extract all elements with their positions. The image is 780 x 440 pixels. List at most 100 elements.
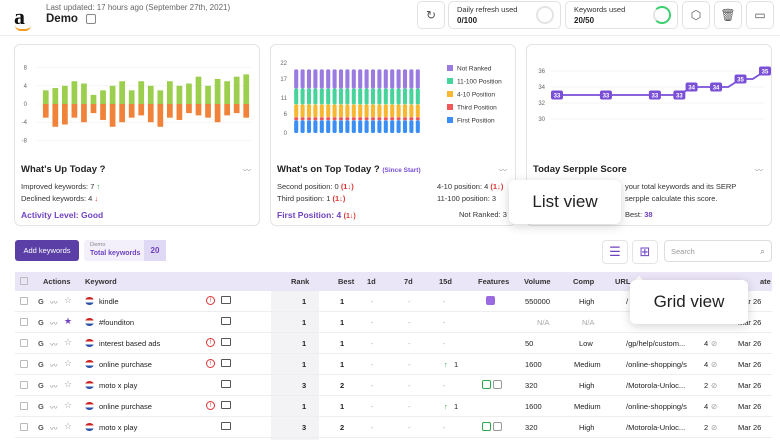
- table-row[interactable]: G 〰 ★ #founditon 1 1 - - - N/A N/A Mar 26: [15, 312, 772, 333]
- keyword-text[interactable]: interest based ads: [99, 339, 161, 348]
- table-row[interactable]: G 〰 ☆ online purchase! 1 1 - - ↑ 1 1600 Medium/onli…: [15, 354, 772, 375]
- trend-icon[interactable]: 〰: [243, 166, 251, 175]
- table-row[interactable]: G 〰 ☆ online purchase! 1 1 - - ↑ 1 1600 Medium/onli…: [15, 396, 772, 417]
- table-row[interactable]: G 〰 ☆ moto x play 3 2 - - - 320 High/Motorola-Unlo…: [15, 375, 772, 396]
- dollar-feature-icon[interactable]: [482, 380, 491, 389]
- keyword-tag-filter[interactable]: Demo Total keywords 20: [84, 240, 166, 261]
- star-icon[interactable]: ★: [64, 316, 73, 326]
- ranking-url[interactable]: /Motorola-Unloc...: [626, 423, 686, 432]
- us-flag-icon: [85, 339, 94, 347]
- info-icon[interactable]: !: [206, 359, 215, 368]
- declined-bar: [81, 104, 87, 123]
- google-icon[interactable]: G: [38, 381, 44, 390]
- dollar-feature-icon[interactable]: [482, 422, 491, 431]
- table-row[interactable]: G 〰 ☆ moto x play 3 2 - - - 320 High/Motorola-Unlo…: [15, 417, 772, 438]
- refresh-button[interactable]: ↻: [417, 1, 445, 29]
- star-icon[interactable]: ☆: [64, 337, 73, 347]
- google-icon[interactable]: G: [38, 423, 44, 432]
- ranking-url[interactable]: /: [626, 297, 629, 306]
- col-7d[interactable]: 7d: [404, 277, 413, 286]
- date-value: Mar 26: [738, 402, 762, 411]
- stack-segment: [306, 88, 312, 105]
- col-comp[interactable]: Comp: [573, 277, 595, 286]
- link-icon[interactable]: ⊘: [711, 381, 718, 390]
- trend-icon[interactable]: 〰: [50, 298, 58, 307]
- keyword-text[interactable]: online purchase: [99, 402, 152, 411]
- search-input[interactable]: Search ⌕: [664, 240, 772, 262]
- row-checkbox[interactable]: [20, 318, 28, 326]
- link-icon[interactable]: ⊘: [711, 423, 718, 432]
- trend-icon[interactable]: 〰: [50, 424, 58, 433]
- ranking-url[interactable]: /gp/help/custom...: [626, 339, 686, 348]
- image-feature-icon[interactable]: [493, 422, 502, 431]
- star-icon[interactable]: ☆: [64, 295, 73, 305]
- folder-button[interactable]: ▭: [746, 1, 774, 29]
- keyword-text[interactable]: online purchase: [99, 360, 152, 369]
- select-all-checkbox[interactable]: [20, 277, 28, 285]
- col-rank[interactable]: Rank: [291, 277, 310, 286]
- star-icon[interactable]: ☆: [64, 400, 73, 410]
- col-keyword[interactable]: Keyword: [85, 277, 117, 286]
- keyword-text[interactable]: #founditon: [99, 318, 135, 327]
- trend-icon[interactable]: 〰: [755, 166, 763, 175]
- stack-segment: [345, 104, 350, 118]
- col-15d[interactable]: 15d: [439, 277, 452, 286]
- row-checkbox[interactable]: [20, 360, 28, 368]
- best-value: 1: [340, 360, 345, 369]
- list-view-button[interactable]: ☰: [602, 240, 628, 264]
- google-icon[interactable]: G: [38, 318, 44, 327]
- edit-icon[interactable]: [86, 14, 96, 24]
- trend-icon[interactable]: 〰: [50, 361, 58, 370]
- stack-segment: [409, 88, 414, 105]
- trend-icon[interactable]: 〰: [50, 403, 58, 412]
- star-icon[interactable]: ☆: [64, 379, 73, 389]
- trend-icon[interactable]: 〰: [499, 166, 507, 175]
- trend-icon[interactable]: 〰: [50, 382, 58, 391]
- add-keywords-button[interactable]: Add keywords: [15, 240, 79, 261]
- google-icon[interactable]: G: [38, 297, 44, 306]
- google-icon[interactable]: G: [38, 402, 44, 411]
- ranking-url[interactable]: /online-shopping/s: [626, 402, 687, 411]
- row-checkbox[interactable]: [20, 402, 28, 410]
- trend-icon[interactable]: 〰: [50, 319, 58, 328]
- link-icon[interactable]: ⊘: [711, 402, 718, 411]
- refresh-icon: ↻: [425, 8, 437, 22]
- keyword-text[interactable]: moto x play: [99, 423, 138, 432]
- delete-button[interactable]: 🗑: [714, 1, 742, 29]
- col-date[interactable]: ate: [760, 277, 771, 286]
- row-checkbox[interactable]: [20, 339, 28, 347]
- table-row[interactable]: G 〰 ☆ interest based ads! 1 1 - - - 50 Low/gp/help…: [15, 333, 772, 354]
- table-header: Actions Keyword Rank Best 1d 7d 15d Feat…: [15, 272, 772, 291]
- col-1d[interactable]: 1d: [367, 277, 376, 286]
- google-icon[interactable]: G: [38, 339, 44, 348]
- stack-segment: [402, 69, 408, 89]
- table-row[interactable]: G 〰 ☆ kindle! 1 1 - - - 550000 High / Mar 26: [15, 291, 772, 312]
- col-volume[interactable]: Volume: [524, 277, 551, 286]
- stack-segment: [338, 120, 344, 133]
- info-icon[interactable]: !: [206, 338, 215, 347]
- refresh-value: 0/100: [457, 16, 478, 25]
- keyword-text[interactable]: kindle: [99, 297, 119, 306]
- grid-view-button[interactable]: ⊞: [632, 240, 658, 264]
- row-checkbox[interactable]: [20, 423, 28, 431]
- trend-icon[interactable]: 〰: [50, 340, 58, 349]
- image-feature-icon[interactable]: [493, 380, 502, 389]
- ranking-url[interactable]: /online-shopping/s: [626, 360, 687, 369]
- col-best[interactable]: Best: [338, 277, 355, 286]
- stack-segment: [415, 120, 420, 133]
- info-icon[interactable]: !: [206, 296, 215, 305]
- google-icon[interactable]: G: [38, 360, 44, 369]
- row-checkbox[interactable]: [20, 381, 28, 389]
- grid-view-callout: Grid view: [630, 280, 748, 324]
- ranking-url[interactable]: /Motorola-Unloc...: [626, 381, 686, 390]
- feature-icon[interactable]: [486, 296, 495, 305]
- row-checkbox[interactable]: [20, 297, 28, 305]
- info-icon[interactable]: !: [206, 401, 215, 410]
- star-icon[interactable]: ☆: [64, 358, 73, 368]
- keyword-text[interactable]: moto x play: [99, 381, 138, 390]
- link-icon[interactable]: ⊘: [711, 360, 718, 369]
- star-icon[interactable]: ☆: [64, 421, 73, 431]
- link-icon[interactable]: ⊘: [711, 339, 718, 348]
- tag-button[interactable]: ⬡: [682, 1, 710, 29]
- us-flag-icon: [85, 402, 94, 410]
